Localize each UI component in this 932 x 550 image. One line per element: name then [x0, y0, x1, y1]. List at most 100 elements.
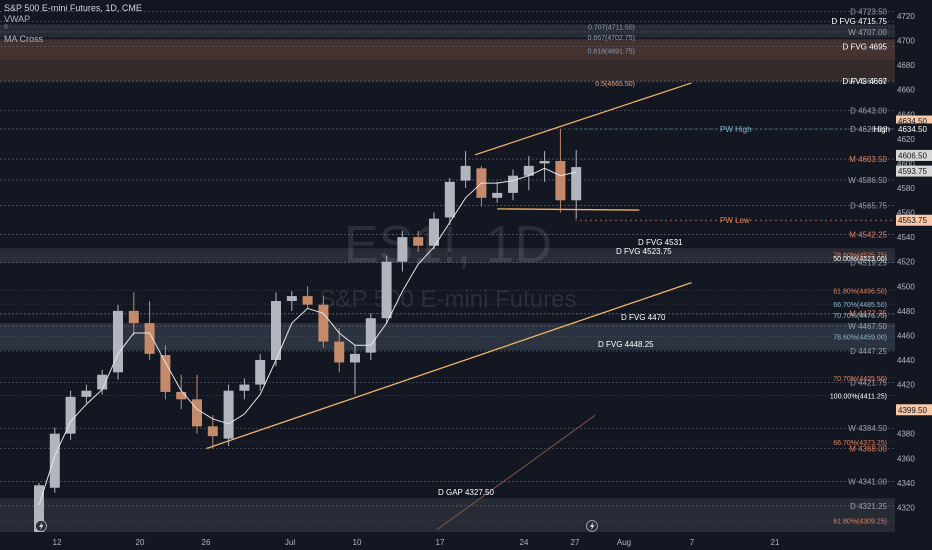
candle-body — [413, 237, 424, 246]
time-tick-label: 26 — [202, 538, 211, 547]
fib-label: 0.5(4665.50) — [595, 81, 635, 88]
candle-body — [81, 390, 92, 397]
candle-body — [492, 192, 503, 198]
fib-label: 0.618(4691.75) — [588, 49, 635, 56]
zone-label: D FVG 4470 — [621, 313, 666, 322]
candle-body — [381, 261, 392, 319]
zone-1 — [0, 60, 895, 82]
lower-trendline — [206, 281, 692, 450]
price-badge-bg — [896, 115, 932, 127]
time-tick-label: 17 — [436, 538, 445, 547]
candle-body — [113, 310, 123, 373]
candle-body — [555, 160, 566, 201]
candle-body — [460, 165, 471, 181]
candle-body — [207, 426, 218, 437]
level-label: W 4467.50 — [848, 322, 887, 331]
price-badge-bg — [896, 123, 932, 135]
candle-body — [350, 353, 360, 363]
watermark-name: S&P 500 E-mini Futures — [319, 286, 576, 313]
candle-body — [334, 341, 345, 363]
price-tick-label: 4360 — [897, 454, 915, 463]
zone-2 — [0, 24, 895, 37]
candle-body — [271, 301, 281, 360]
level-label: D 4643.00 — [850, 107, 887, 116]
watermark: ES1!, 1D S&P 500 E-mini Futures — [319, 216, 576, 313]
candle-body — [34, 485, 44, 532]
time-tick-label: Jul — [285, 538, 295, 547]
time-axis[interactable]: 12 20 26 Jul 10 17 24 27 Aug 7 21 — [0, 532, 932, 550]
price-tick-label: 4340 — [897, 479, 915, 488]
time-tick-label: 20 — [136, 538, 145, 547]
candle-body — [318, 304, 329, 342]
level-label: D 4723.50 — [850, 8, 887, 17]
candle-body — [128, 310, 139, 324]
price-tick-label: 4640 — [897, 110, 915, 119]
ma-polyline — [38, 167, 577, 506]
price-tick-label: 4620 — [897, 135, 915, 144]
price-axis[interactable]: 4320434043604380440044204440446044804500… — [895, 0, 932, 550]
zone-3 — [0, 248, 895, 263]
fib-label: 0.667(4702.75) — [588, 35, 635, 42]
price-badge-label: 4634.50 — [898, 125, 927, 134]
level-label: D FVG 4667 — [843, 77, 888, 86]
price-tick-label: 4380 — [897, 430, 915, 439]
fib-label: 70.70%(4476.75) — [833, 313, 887, 320]
candle-body — [239, 384, 250, 391]
price-tick-label: 4520 — [897, 258, 915, 267]
lightning-icon-glyph — [590, 522, 595, 531]
candle-body — [286, 296, 297, 302]
indicator-ma-cross[interactable]: MA Cross — [4, 34, 44, 44]
high-label: High — [874, 125, 890, 134]
candle-body — [429, 218, 439, 246]
lightning-icon-glyph — [39, 522, 44, 531]
rising-wedge-line — [436, 414, 596, 530]
price-badge-label: 4606.50 — [898, 151, 927, 160]
fib-label: 61.80%(4309.25) — [833, 519, 887, 526]
price-tick-label: 4500 — [897, 282, 915, 291]
fib-label: 66.70%(4485.50) — [833, 302, 887, 309]
level-label: D 4565.75 — [850, 201, 887, 210]
pw-low-label: PW Low — [720, 216, 750, 225]
indicator-vwap[interactable]: VWAP — [4, 14, 31, 24]
level-labels: D 4723.50D FVG 4715.75 W 4707.00 D FVG 469… — [438, 8, 888, 526]
level-label: W 4667.00 — [848, 77, 887, 86]
time-tick-label: 12 — [53, 538, 62, 547]
chart-title[interactable]: S&P 500 E-mini Futures, 1D, CME — [4, 3, 142, 13]
time-tick-label: 10 — [353, 538, 362, 547]
candle-body — [192, 399, 202, 427]
level-label: D 4519.25 — [850, 259, 887, 268]
fib-label: 66.70%(4373.25) — [833, 440, 887, 447]
zone-label: D GAP 4327.50 — [438, 488, 494, 497]
price-tick-label: 4440 — [897, 356, 915, 365]
time-tick-label: 27 — [571, 538, 580, 547]
candle-body — [302, 296, 313, 305]
pw-high-label: PW High — [720, 125, 752, 134]
price-badge-label: 4634.50 — [898, 117, 927, 126]
price-badge-bg — [896, 214, 932, 226]
price-tick-label: 4420 — [897, 381, 915, 390]
candle-body — [97, 374, 108, 390]
candle-body — [571, 167, 582, 201]
channel-base-line — [497, 208, 640, 211]
level-label: M 4542.25 — [849, 230, 887, 239]
trendlines[interactable] — [206, 82, 692, 530]
candle-body — [523, 165, 534, 176]
zone-label: D FVG 4523.75 — [616, 247, 672, 256]
price-badge-bg — [896, 404, 932, 416]
zone-0 — [0, 39, 895, 61]
candle-body — [223, 390, 234, 439]
fib-label: 61.80%(4496.50) — [833, 289, 887, 296]
price-zones — [0, 24, 895, 532]
candles — [34, 129, 582, 547]
fib-label: 78.60%(4459.00) — [833, 335, 887, 342]
price-badge-label: 4553.75 — [898, 216, 927, 225]
candle-body — [255, 359, 266, 385]
price-tick-label: 4660 — [897, 86, 915, 95]
level-label: W 4384.50 — [848, 424, 887, 433]
time-tick-label: 24 — [520, 538, 529, 547]
level-label: M 4477.75 — [849, 310, 887, 319]
price-badge-label: 4593.75 — [898, 167, 927, 176]
